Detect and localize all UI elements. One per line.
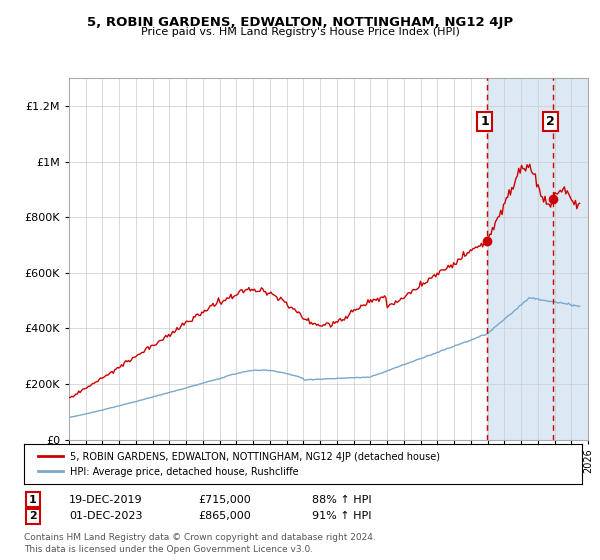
- Text: £715,000: £715,000: [198, 494, 251, 505]
- Text: 2: 2: [29, 511, 37, 521]
- Text: 91% ↑ HPI: 91% ↑ HPI: [312, 511, 371, 521]
- Text: 1: 1: [480, 115, 489, 128]
- Text: 88% ↑ HPI: 88% ↑ HPI: [312, 494, 371, 505]
- Text: 19-DEC-2019: 19-DEC-2019: [69, 494, 143, 505]
- Text: £865,000: £865,000: [198, 511, 251, 521]
- Text: Price paid vs. HM Land Registry's House Price Index (HPI): Price paid vs. HM Land Registry's House …: [140, 27, 460, 37]
- Text: 5, ROBIN GARDENS, EDWALTON, NOTTINGHAM, NG12 4JP: 5, ROBIN GARDENS, EDWALTON, NOTTINGHAM, …: [87, 16, 513, 29]
- Legend: 5, ROBIN GARDENS, EDWALTON, NOTTINGHAM, NG12 4JP (detached house), HPI: Average : 5, ROBIN GARDENS, EDWALTON, NOTTINGHAM, …: [34, 448, 445, 480]
- Text: Contains HM Land Registry data © Crown copyright and database right 2024.
This d: Contains HM Land Registry data © Crown c…: [24, 533, 376, 554]
- Text: 1: 1: [29, 494, 37, 505]
- Bar: [487, 78, 588, 440]
- Text: 2: 2: [546, 115, 555, 128]
- Text: 01-DEC-2023: 01-DEC-2023: [69, 511, 143, 521]
